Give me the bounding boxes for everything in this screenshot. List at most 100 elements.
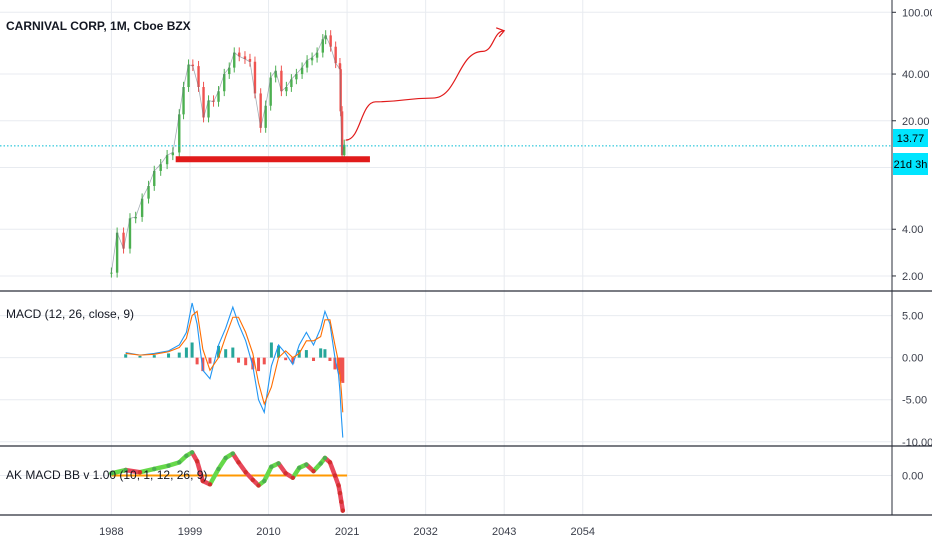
macd-histogram-bar xyxy=(277,345,281,358)
macd-histogram-bar xyxy=(201,357,205,372)
price-candle-body xyxy=(182,87,185,115)
bb-point xyxy=(290,475,296,480)
macd-histogram-bar xyxy=(231,347,235,358)
bb-point xyxy=(262,478,267,484)
bb-point xyxy=(250,477,256,483)
price-y-tick-label: 4.00 xyxy=(902,224,923,236)
bb-point xyxy=(337,490,343,496)
macd-histogram-bar xyxy=(304,350,308,358)
price-candle-body xyxy=(134,216,137,219)
macd-histogram-bar xyxy=(152,355,156,358)
macd-histogram-bar xyxy=(262,357,266,365)
macd-pane[interactable] xyxy=(124,302,345,438)
projection-arrow-head xyxy=(495,27,506,38)
price-candle-body xyxy=(187,64,190,88)
macd-histogram-bar xyxy=(177,352,181,358)
price-candle-body xyxy=(207,100,210,118)
price-candle-body xyxy=(191,64,195,67)
bb-line-segment xyxy=(261,464,274,484)
bb-line-segment xyxy=(137,466,157,475)
bb-line-segment xyxy=(152,463,171,472)
bb-point xyxy=(256,483,261,488)
x-tick-label: 2010 xyxy=(256,526,280,538)
macd-histogram-bar xyxy=(328,357,332,362)
bb-point xyxy=(340,508,346,513)
macd-y-tick-label: -10.00 xyxy=(902,437,932,449)
macd-histogram-bar xyxy=(190,342,194,358)
bb-point xyxy=(216,466,221,472)
macd-histogram-bar xyxy=(269,342,273,358)
price-pane[interactable] xyxy=(0,27,892,278)
bb-point xyxy=(194,459,200,464)
x-tick-label: 2032 xyxy=(413,526,437,538)
macd-histogram-bar xyxy=(312,357,316,362)
bb-line-segment xyxy=(207,466,221,487)
bb-line-segment xyxy=(327,460,338,478)
x-tick-label: 1988 xyxy=(99,526,123,538)
macd-histogram-bar xyxy=(319,348,323,358)
macd-histogram-bar xyxy=(217,345,221,358)
price-candle-body xyxy=(153,170,156,186)
axis-layer: 1988 1999 2010 2021 2032 2043 2054 2.00 4.00 20.0… xyxy=(0,0,932,538)
macd-signal-line xyxy=(125,310,344,413)
price-y-tick-label: 40.00 xyxy=(902,69,930,81)
bb-point xyxy=(318,461,323,466)
price-candle-body xyxy=(274,70,277,78)
price-candle-body xyxy=(233,52,236,68)
price-candle-body xyxy=(128,218,132,249)
macd-pane-title: MACD (12, 26, close, 9) xyxy=(6,307,134,321)
bb-point xyxy=(189,450,195,455)
macd-histogram-bar xyxy=(138,355,142,358)
macd-histogram-bar xyxy=(208,357,212,364)
bb-point xyxy=(230,451,236,456)
last-price-badge: 13.77 xyxy=(893,129,928,147)
bb-point xyxy=(207,482,213,487)
projection-arrow-path[interactable] xyxy=(345,30,505,141)
bb-point xyxy=(200,478,206,484)
price-candle-body xyxy=(285,87,288,92)
price-candle-body xyxy=(165,155,169,165)
price-candle-body xyxy=(280,70,283,92)
macd-histogram-bar xyxy=(333,357,337,370)
bb-point xyxy=(322,455,328,461)
price-candle-body xyxy=(217,91,220,102)
price-candle-body xyxy=(243,56,247,60)
bb-pane-title: AK MACD BB v 1.00 (10, 1, 12, 26, 9) xyxy=(6,468,207,482)
price-candle-body xyxy=(202,87,205,118)
price-candle-body xyxy=(324,35,327,40)
macd-y-tick-label: -5.00 xyxy=(902,395,927,407)
bb-point xyxy=(137,470,143,475)
macd-histogram-bar xyxy=(291,357,295,364)
price-candle-body xyxy=(238,52,241,57)
macd-y-tick-label: 5.00 xyxy=(902,311,923,323)
macd-histogram-bar xyxy=(251,357,255,370)
bb-line-segment xyxy=(194,459,206,484)
bb-point xyxy=(297,465,302,471)
bb-point xyxy=(283,471,288,476)
bb-point xyxy=(327,460,333,465)
macd-histogram-bar xyxy=(323,349,327,358)
bb-point xyxy=(243,470,248,475)
bb-point xyxy=(236,460,241,465)
x-tick-label: 1999 xyxy=(178,526,202,538)
price-candle-body xyxy=(334,46,337,64)
macd-histogram-bar xyxy=(341,357,345,383)
ak-macd-bb-pane[interactable] xyxy=(109,450,348,513)
price-candle-body xyxy=(178,114,181,153)
bb-point xyxy=(152,466,157,472)
macd-histogram-bar xyxy=(184,347,188,358)
x-tick-label: 2054 xyxy=(571,526,595,538)
price-candle-body xyxy=(110,272,113,274)
bb-point xyxy=(304,462,309,467)
macd-histogram-bar xyxy=(244,357,248,366)
bb-point xyxy=(166,463,171,468)
price-candle-body xyxy=(171,152,175,156)
price-candle-body xyxy=(290,79,293,88)
bar-countdown-label: 21d 3h xyxy=(894,159,928,171)
price-candle-body xyxy=(253,61,257,94)
price-y-tick-label: 2.00 xyxy=(902,271,923,283)
bb-point xyxy=(177,460,182,465)
bb-point xyxy=(123,467,128,473)
price-series-line xyxy=(111,34,345,273)
